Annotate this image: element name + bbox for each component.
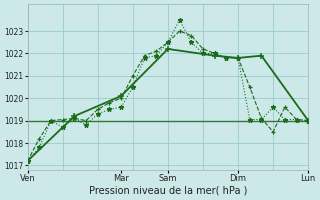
X-axis label: Pression niveau de la mer( hPa ): Pression niveau de la mer( hPa ) xyxy=(89,186,247,196)
